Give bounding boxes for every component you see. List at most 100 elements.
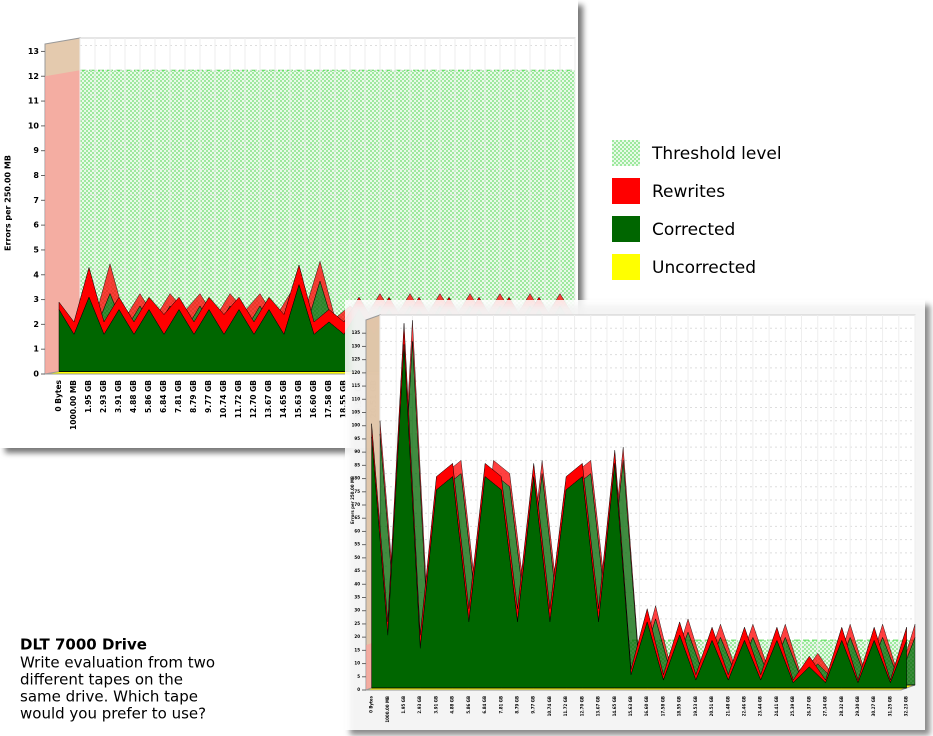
x-tick-label: 6.84 GB (482, 696, 487, 714)
x-tick-label: 22.46 GB (741, 696, 746, 716)
y-tick-label: 7 (33, 196, 39, 205)
caption-line: same drive. Which tape (20, 688, 198, 706)
y-tick-label: 95 (354, 436, 360, 441)
x-tick-label: 17.58 GB (324, 380, 333, 418)
y-tick-label: 70 (354, 502, 360, 507)
y-tick-label: 25 (354, 621, 360, 626)
y-tick-label: 90 (354, 449, 360, 454)
x-tick-label: 17.58 GB (660, 696, 665, 716)
x-tick-label: 1000.00 MB (385, 696, 390, 723)
y-tick-label: 120 (352, 370, 361, 375)
caption-title: DLT 7000 Drive (20, 636, 147, 654)
y-tick-label: 10 (28, 121, 40, 130)
y-tick-label: 13 (28, 47, 39, 56)
y-tick-label: 10 (354, 661, 360, 666)
x-tick-label: 11.72 GB (563, 696, 568, 716)
x-tick-label: 9.77 GB (204, 380, 213, 413)
x-tick-label: 4.88 GB (129, 380, 138, 413)
x-tick-label: 4.88 GB (450, 696, 455, 714)
legend-swatch (612, 216, 640, 242)
y-tick-label: 45 (354, 568, 360, 573)
y-tick-label: 8 (33, 171, 39, 180)
legend-swatch (612, 140, 640, 166)
x-tick-label: 13.67 GB (596, 696, 601, 716)
y-axis-label: Errors per 250.00 MB (4, 155, 13, 251)
y-tick-label: 2 (33, 320, 39, 329)
x-tick-label: 23.44 GB (758, 696, 763, 716)
x-tick-label: 18.55 GB (339, 380, 348, 418)
y-tick-label: 130 (352, 343, 361, 348)
x-tick-label: 12.70 GB (249, 380, 258, 418)
y-tick-label: 12 (28, 72, 39, 81)
y-tick-label: 55 (354, 542, 360, 547)
y-tick-label: 35 (354, 595, 360, 600)
x-tick-label: 1.95 GB (84, 380, 93, 413)
x-tick-label: 0 Bytes (54, 379, 63, 411)
x-tick-label: 31.25 GB (887, 696, 892, 716)
x-tick-label: 2.93 GB (417, 696, 422, 714)
x-tick-label: 5.86 GB (144, 380, 153, 413)
y-tick-label: 6 (33, 221, 39, 230)
x-tick-label: 10.74 GB (219, 380, 228, 418)
x-tick-label: 6.84 GB (159, 380, 168, 413)
threshold-side (45, 70, 80, 374)
y-tick-label: 3 (33, 295, 39, 304)
x-tick-label: 16.60 GB (644, 696, 649, 716)
y-tick-label: 4 (33, 270, 39, 279)
y-tick-label: 0 (357, 687, 360, 692)
legend-label: Rewrites (652, 182, 725, 202)
x-tick-label: 2.93 GB (99, 380, 108, 413)
y-tick-label: 11 (28, 97, 40, 106)
x-tick-label: 26.37 GB (806, 696, 811, 716)
x-tick-label: 5.86 GB (466, 696, 471, 714)
x-tick-label: 30.27 GB (871, 696, 876, 716)
x-tick-label: 18.55 GB (677, 696, 682, 716)
x-tick-label: 0 Bytes (369, 695, 374, 712)
y-tick-label: 110 (352, 396, 361, 401)
y-tick-label: 5 (33, 245, 39, 254)
y-tick-label: 20 (354, 634, 360, 639)
legend-label: Threshold level (651, 144, 782, 164)
x-tick-label: 29.30 GB (855, 696, 860, 716)
y-tick-label: 75 (354, 489, 360, 494)
legend-label: Corrected (652, 220, 735, 240)
y-tick-label: 85 (354, 462, 360, 467)
y-tick-label: 0 (33, 370, 39, 379)
caption-line: would you prefer to use? (20, 705, 206, 723)
x-tick-label: 11.72 GB (234, 380, 243, 418)
y-axis-label: Errors per 250.00 MB (350, 476, 355, 524)
x-tick-label: 21.48 GB (725, 696, 730, 716)
x-tick-label: 8.79 GB (189, 380, 198, 413)
x-tick-label: 32.23 GB (904, 696, 909, 716)
x-tick-label: 14.65 GB (612, 696, 617, 716)
x-tick-label: 10.74 GB (547, 696, 552, 716)
y-tick-label: 100 (352, 423, 361, 428)
x-tick-label: 28.32 GB (839, 696, 844, 716)
y-tick-label: 125 (352, 357, 361, 362)
x-tick-label: 3.91 GB (433, 696, 438, 714)
y-tick-label: 105 (352, 410, 361, 415)
x-tick-label: 7.81 GB (498, 696, 503, 714)
x-tick-label: 8.79 GB (515, 696, 520, 714)
x-tick-label: 16.60 GB (309, 380, 318, 418)
x-tick-label: 9.77 GB (531, 696, 536, 714)
y-tick-label: 9 (33, 146, 39, 155)
caption-line: Write evaluation from two (20, 654, 215, 672)
y-tick-label: 65 (354, 515, 360, 520)
x-tick-label: 24.41 GB (774, 696, 779, 716)
legend-swatch (612, 254, 640, 280)
y-tick-label: 40 (354, 581, 360, 586)
x-tick-label: 1000.00 MB (69, 380, 78, 430)
y-tick-label: 50 (354, 555, 360, 560)
x-tick-label: 1.95 GB (401, 696, 406, 714)
x-tick-label: 12.70 GB (579, 696, 584, 716)
y-tick-label: 60 (354, 528, 360, 533)
y-tick-label: 15 (354, 647, 360, 652)
x-tick-label: 14.65 GB (279, 380, 288, 418)
legend-swatch (612, 178, 640, 204)
x-tick-label: 3.91 GB (114, 380, 123, 413)
x-tick-label: 13.67 GB (264, 380, 273, 418)
caption-line: different tapes on the (20, 671, 183, 689)
y-tick-label: 1 (33, 345, 39, 354)
